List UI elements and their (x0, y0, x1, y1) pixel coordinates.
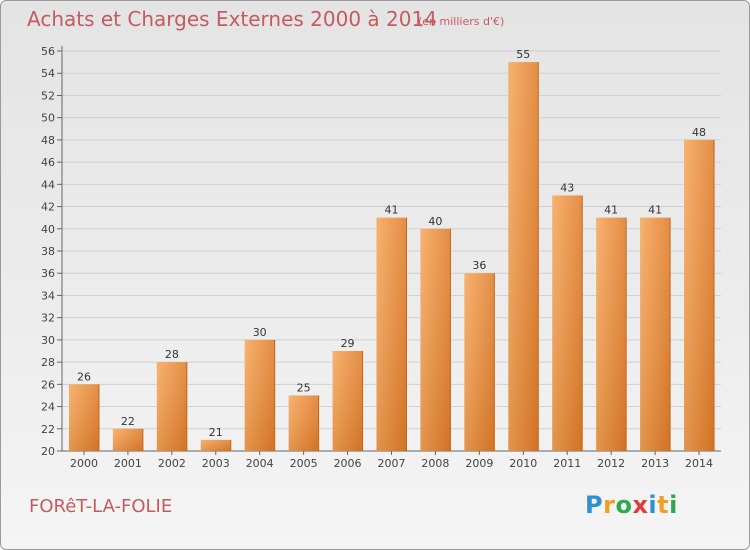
data-label: 41 (648, 204, 662, 217)
axes: 20 22 24 26 28 30 32 34 36 38 40 42 44 46 48 50 52 54 56 20… (41, 45, 721, 470)
logo-letter: o (615, 491, 633, 519)
data-label: 41 (604, 204, 618, 217)
y-tick-label: 22 (41, 423, 55, 436)
logo-letter: t (657, 491, 670, 519)
data-label: 55 (516, 48, 530, 61)
y-tick-label: 30 (41, 334, 55, 347)
logo-letter: i (648, 491, 658, 519)
y-tick-label: 46 (41, 156, 55, 169)
data-label: 36 (472, 259, 486, 272)
bars (68, 62, 715, 451)
data-label: 30 (253, 326, 267, 339)
chart-title: Achats et Charges Externes 2000 à 2014 (27, 7, 437, 31)
x-tick-label: 2003 (202, 457, 230, 470)
logo-letter: r (603, 491, 616, 519)
y-tick-label: 48 (41, 134, 55, 147)
x-tick-label: 2000 (70, 457, 98, 470)
x-tick-label: 2014 (685, 457, 713, 470)
x-tick-label: 2013 (641, 457, 669, 470)
y-tick-label: 20 (41, 445, 55, 458)
data-label: 43 (560, 181, 574, 194)
x-tick-label: 2012 (597, 457, 625, 470)
data-label: 48 (692, 126, 706, 139)
x-tick-label: 2007 (378, 457, 406, 470)
y-tick-label: 52 (41, 89, 55, 102)
x-tick-label: 2008 (421, 457, 449, 470)
y-tick-label: 38 (41, 245, 55, 258)
y-tick-label: 56 (41, 45, 55, 58)
x-tick-label: 2010 (509, 457, 537, 470)
data-label: 28 (165, 348, 179, 361)
data-label: 22 (121, 415, 135, 428)
x-tick-label: 2005 (290, 457, 318, 470)
y-tick-label: 32 (41, 312, 55, 325)
x-tick-label: 2002 (158, 457, 186, 470)
y-tick-label: 26 (41, 378, 55, 391)
y-tick-label: 34 (41, 289, 55, 302)
logo-letter: P (585, 491, 604, 519)
logo-letter: i (669, 491, 678, 519)
y-tick-label: 44 (41, 178, 55, 191)
x-tick-label: 2006 (334, 457, 362, 470)
data-label: 26 (77, 370, 91, 383)
data-labels: 26 22 28 21 30 25 29 41 40 36 55 43 41 41 48 (77, 48, 706, 439)
data-label: 40 (428, 215, 442, 228)
x-tick-label: 2004 (246, 457, 274, 470)
chart-subtitle: (en milliers d'€) (418, 15, 505, 28)
data-label: 25 (297, 381, 311, 394)
data-label: 41 (385, 204, 399, 217)
y-tick-label: 28 (41, 356, 55, 369)
proxiti-logo: Proxiti (585, 491, 678, 519)
y-tick-label: 24 (41, 401, 55, 414)
x-tick-label: 2001 (114, 457, 142, 470)
y-tick-label: 36 (41, 267, 55, 280)
y-tick-label: 40 (41, 223, 55, 236)
x-tick-label: 2009 (465, 457, 493, 470)
y-tick-label: 54 (41, 67, 55, 80)
data-label: 21 (209, 426, 223, 439)
logo-letter: x (632, 491, 649, 519)
y-tick-label: 42 (41, 201, 55, 214)
town-name: FORêT-LA-FOLIE (29, 496, 173, 517)
y-tick-label: 50 (41, 112, 55, 125)
x-tick-label: 2011 (553, 457, 581, 470)
data-label: 29 (341, 337, 355, 350)
